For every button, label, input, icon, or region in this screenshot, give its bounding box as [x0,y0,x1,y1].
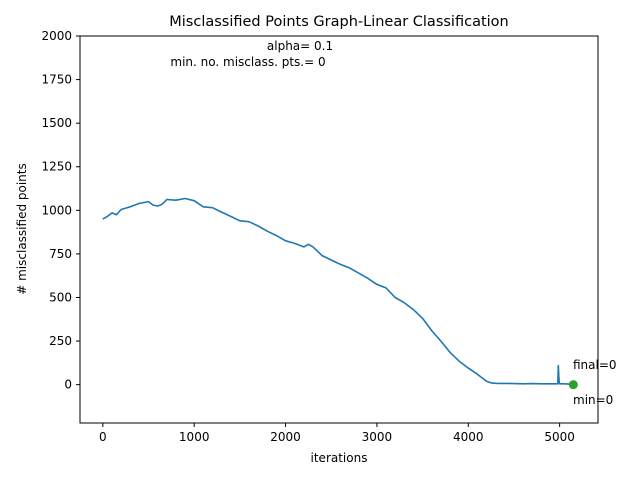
y-axis-ticks: 0 250 500 750 1000 1250 1500 1750 2000 [41,29,80,392]
y-tick-label: 1000 [41,203,72,217]
alpha-annotation: alpha= 0.1 [267,39,333,53]
y-tick-label: 1250 [41,160,72,174]
y-tick-label: 1750 [41,73,72,87]
chart-title: Misclassified Points Graph-Linear Classi… [169,14,508,30]
y-tick-label: 1500 [41,116,72,130]
y-tick-label: 2000 [41,29,72,43]
x-tick-label: 5000 [544,430,575,444]
axes-frame [79,35,599,424]
x-tick-label: 3000 [362,430,393,444]
x-axis-label: iterations [311,451,368,465]
y-tick-label: 250 [49,334,72,348]
y-tick-label: 0 [64,378,72,392]
plot-area [102,197,578,390]
final-point-marker [568,380,578,390]
final-annotation: final=0 [573,358,617,372]
x-tick-label: 0 [99,430,107,444]
y-axis-label: # misclassified points [15,163,29,295]
y-tick-label: 500 [49,290,72,304]
min-annotation: min=0 [573,393,613,407]
min-points-annotation: min. no. misclass. pts.= 0 [170,55,325,69]
x-tick-label: 4000 [453,430,484,444]
x-tick-label: 2000 [270,430,301,444]
y-tick-label: 750 [49,247,72,261]
x-tick-label: 1000 [179,430,210,444]
series-line [102,197,574,386]
x-axis-ticks: 0 1000 2000 3000 4000 5000 [99,423,575,444]
